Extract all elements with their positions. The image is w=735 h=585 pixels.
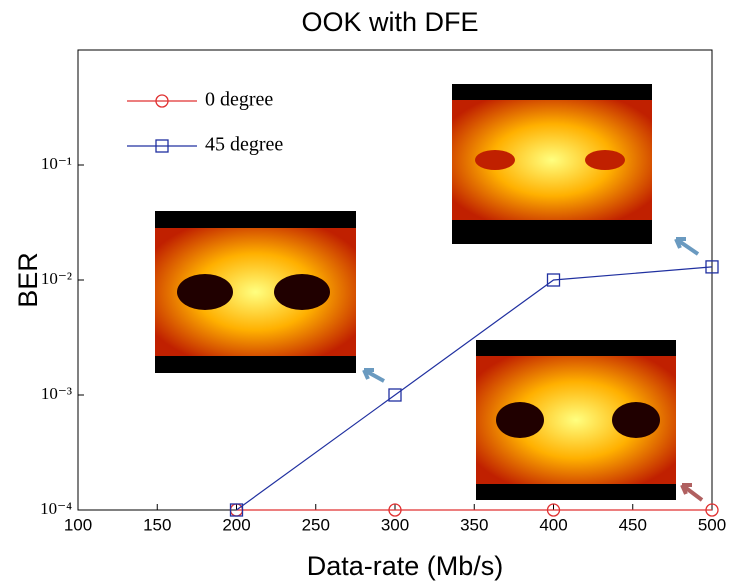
y-tick-label: 10⁻⁴ (40, 499, 72, 518)
x-tick-label: 350 (460, 515, 488, 534)
chart: OOK with DFE Data-rate (Mb/s) BER 100 150… (0, 0, 735, 585)
x-tick-label: 150 (143, 515, 171, 534)
y-tick-label: 10⁻³ (41, 384, 72, 403)
x-tick-label: 300 (381, 515, 409, 534)
eye-diagram (476, 340, 676, 500)
x-tick-label: 500 (698, 515, 726, 534)
y-axis-label: BER (13, 252, 43, 308)
legend-label: 45 degree (205, 134, 283, 156)
eye-diagram (452, 84, 652, 244)
x-tick-label: 200 (222, 515, 250, 534)
chart-title: OOK with DFE (301, 7, 478, 37)
x-axis-label: Data-rate (Mb/s) (307, 551, 504, 581)
x-tick-label: 100 (64, 515, 92, 534)
x-tick-label: 450 (619, 515, 647, 534)
page: {"chart_data": {"type": "line", "title":… (0, 0, 735, 585)
eye-diagram (155, 211, 356, 373)
x-tick-label: 250 (302, 515, 330, 534)
y-tick-label: 10⁻² (41, 269, 72, 288)
y-tick-label: 10⁻¹ (41, 154, 72, 173)
arrow (682, 485, 702, 500)
legend-label: 0 degree (205, 89, 273, 111)
x-tick-label: 400 (539, 515, 567, 534)
